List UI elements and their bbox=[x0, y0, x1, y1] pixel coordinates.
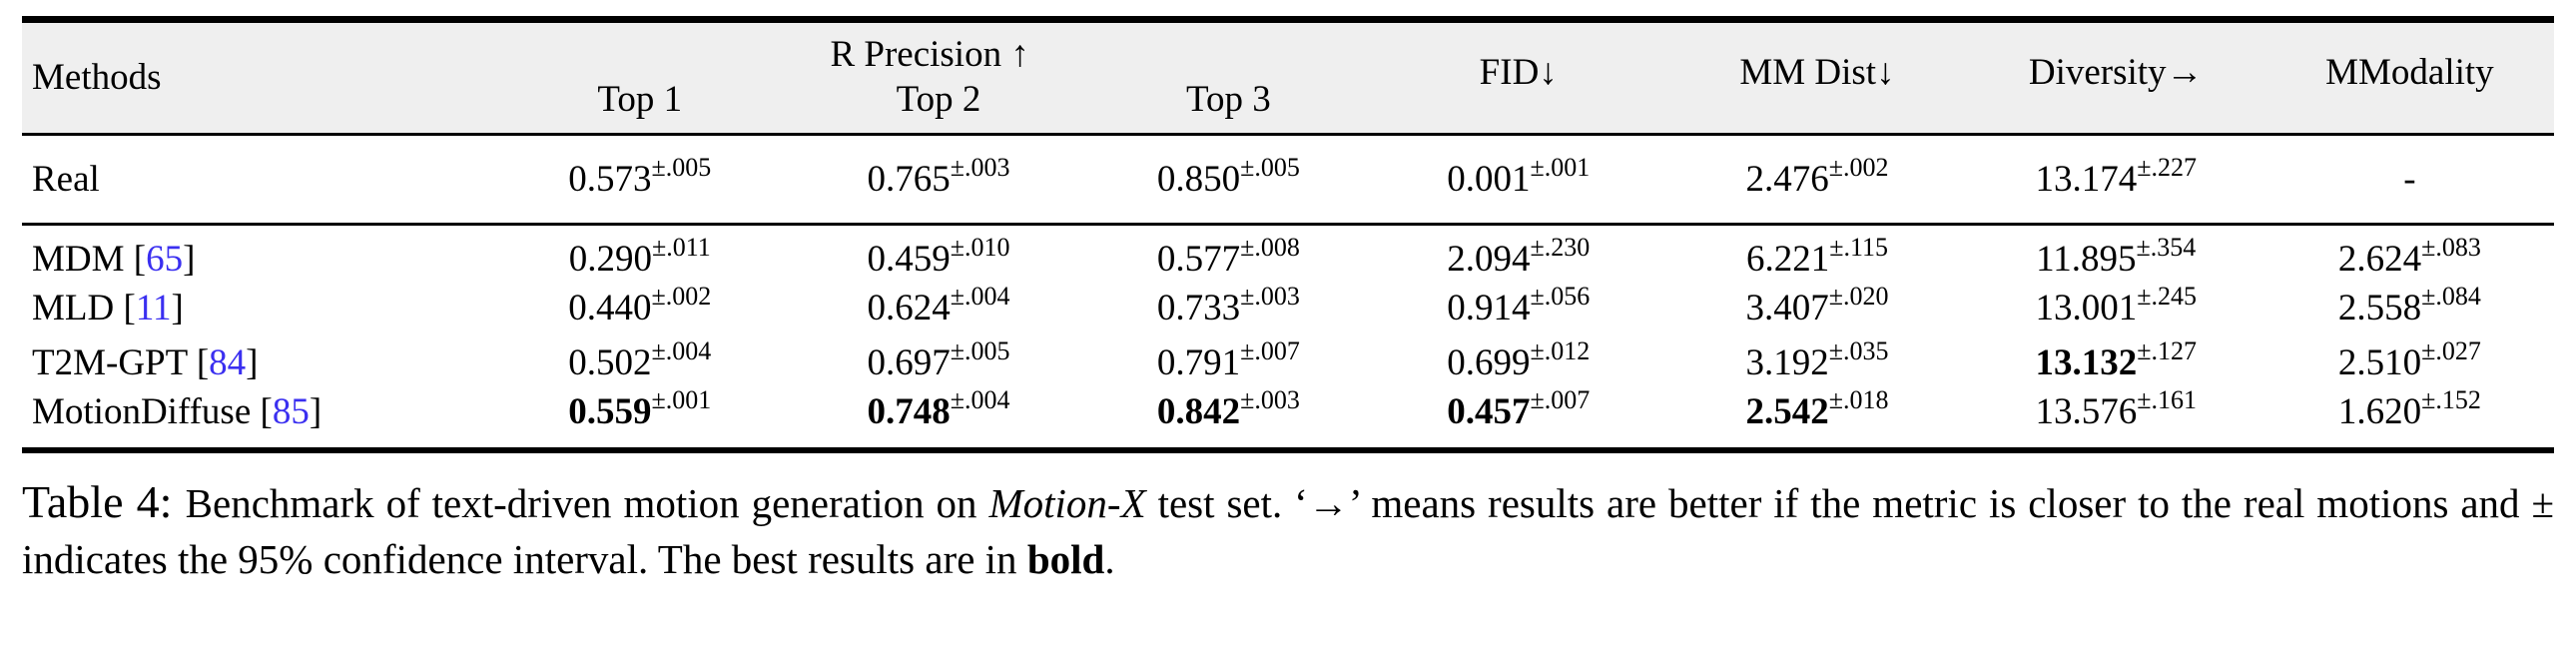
metric-cell-mm-dist: 6.221±.115 bbox=[1745, 232, 1888, 280]
metric-cell-top2: 0.748±.004 bbox=[867, 384, 1010, 432]
metric-cell-top3: 0.791±.007 bbox=[1156, 335, 1300, 383]
metric-cell-mmodality: - bbox=[2403, 158, 2416, 200]
citation-link[interactable]: [11] bbox=[114, 287, 184, 328]
table-row: MLD [11] 0.440±.002 0.624±.004 0.733±.00… bbox=[22, 281, 2554, 335]
table-row: T2M-GPT [84] 0.502±.004 0.697±.005 0.791… bbox=[22, 335, 2554, 390]
methods-section: MDM [65] 0.290±.011 0.459±.010 0.577±.00… bbox=[22, 224, 2554, 450]
metric-cell-diversity: 13.576±.161 bbox=[2035, 384, 2197, 432]
table-row: MDM [65] 0.290±.011 0.459±.010 0.577±.00… bbox=[22, 224, 2554, 281]
column-header-top3: Top 3 bbox=[1185, 78, 1271, 120]
metric-cell-fid: 0.699±.012 bbox=[1447, 335, 1591, 383]
column-header-methods: Methods bbox=[32, 57, 162, 99]
metric-cell-top1: 0.290±.011 bbox=[568, 232, 711, 280]
metric-cell-mm-dist: 3.192±.035 bbox=[1745, 335, 1889, 383]
real-section: Real 0.573±.005 0.765±.003 0.850±.005 0.… bbox=[22, 134, 2554, 224]
metric-cell-mmodality: 1.620±.152 bbox=[2337, 384, 2481, 432]
metric-cell-top2: 0.624±.004 bbox=[867, 281, 1010, 328]
table-row: MotionDiffuse [85] 0.559±.001 0.748±.004… bbox=[22, 384, 2554, 450]
table-row: Real 0.573±.005 0.765±.003 0.850±.005 0.… bbox=[22, 134, 2554, 224]
metric-cell-top1: 0.559±.001 bbox=[568, 384, 712, 432]
metric-cell-diversity: 13.132±.127 bbox=[2035, 335, 2197, 383]
table-caption: Table 4: Benchmark of text-driven motion… bbox=[22, 475, 2555, 582]
column-group-header-r-precision: R Precision ↑ bbox=[830, 34, 1029, 75]
metric-cell-top3: 0.842±.003 bbox=[1156, 384, 1300, 432]
results-table: Methods R Precision ↑ FID↓ MM Dist↓ Dive… bbox=[22, 16, 2554, 453]
column-header-top1: Top 1 bbox=[597, 78, 683, 120]
metric-cell-fid: 0.001±.001 bbox=[1447, 152, 1591, 200]
metric-cell-mmodality: 2.624±.083 bbox=[2337, 232, 2481, 280]
column-header-fid: FID↓ bbox=[1479, 52, 1558, 94]
method-name: MDM bbox=[32, 238, 125, 280]
metric-cell-mm-dist: 2.542±.018 bbox=[1745, 384, 1889, 432]
metric-cell-fid: 2.094±.230 bbox=[1447, 232, 1591, 280]
metric-cell-top2: 0.765±.003 bbox=[867, 152, 1010, 200]
column-header-diversity: Diversity→ bbox=[2028, 52, 2204, 94]
metric-cell-mmodality: 2.510±.027 bbox=[2337, 335, 2481, 383]
column-header-mmodality: MModality bbox=[2325, 52, 2494, 94]
metric-cell-top3: 0.850±.005 bbox=[1156, 152, 1300, 200]
metric-cell-fid: 0.914±.056 bbox=[1447, 281, 1591, 328]
method-name: MotionDiffuse bbox=[32, 390, 252, 432]
citation-link[interactable]: [65] bbox=[124, 238, 196, 280]
metric-cell-diversity: 11.895±.354 bbox=[2036, 232, 2197, 280]
method-cell: T2M-GPT [84] bbox=[22, 335, 490, 390]
paper-table-figure: Methods R Precision ↑ FID↓ MM Dist↓ Dive… bbox=[22, 16, 2555, 582]
method-cell: MLD [11] bbox=[22, 281, 490, 335]
metric-cell-mm-dist: 2.476±.002 bbox=[1745, 152, 1889, 200]
metric-cell-top3: 0.733±.003 bbox=[1156, 281, 1300, 328]
method-cell: MDM [65] bbox=[22, 224, 490, 281]
table-header: Methods R Precision ↑ FID↓ MM Dist↓ Dive… bbox=[22, 19, 2554, 134]
metric-cell-top1: 0.440±.002 bbox=[568, 281, 712, 328]
method-cell: MotionDiffuse [85] bbox=[22, 390, 490, 450]
method-name: Real bbox=[32, 158, 100, 200]
metric-cell-top2: 0.459±.010 bbox=[867, 232, 1010, 280]
metric-cell-top1: 0.502±.004 bbox=[568, 335, 712, 383]
method-name: T2M-GPT bbox=[32, 341, 188, 383]
metric-cell-mmodality: 2.558±.084 bbox=[2337, 281, 2481, 328]
method-cell: Real bbox=[22, 134, 490, 224]
metric-cell-diversity: 13.001±.245 bbox=[2035, 281, 2197, 328]
metric-cell-top2: 0.697±.005 bbox=[867, 335, 1010, 383]
column-header-top2: Top 2 bbox=[896, 78, 981, 120]
citation-link[interactable]: [84] bbox=[187, 341, 259, 383]
column-header-mm-dist: MM Dist↓ bbox=[1739, 52, 1895, 94]
metric-cell-top3: 0.577±.008 bbox=[1156, 232, 1300, 280]
method-name: MLD bbox=[32, 287, 115, 328]
metric-cell-mm-dist: 3.407±.020 bbox=[1745, 281, 1889, 328]
citation-link[interactable]: [85] bbox=[251, 390, 322, 432]
metric-cell-diversity: 13.174±.227 bbox=[2035, 152, 2197, 200]
metric-cell-top1: 0.573±.005 bbox=[568, 152, 712, 200]
metric-cell-fid: 0.457±.007 bbox=[1447, 384, 1591, 432]
